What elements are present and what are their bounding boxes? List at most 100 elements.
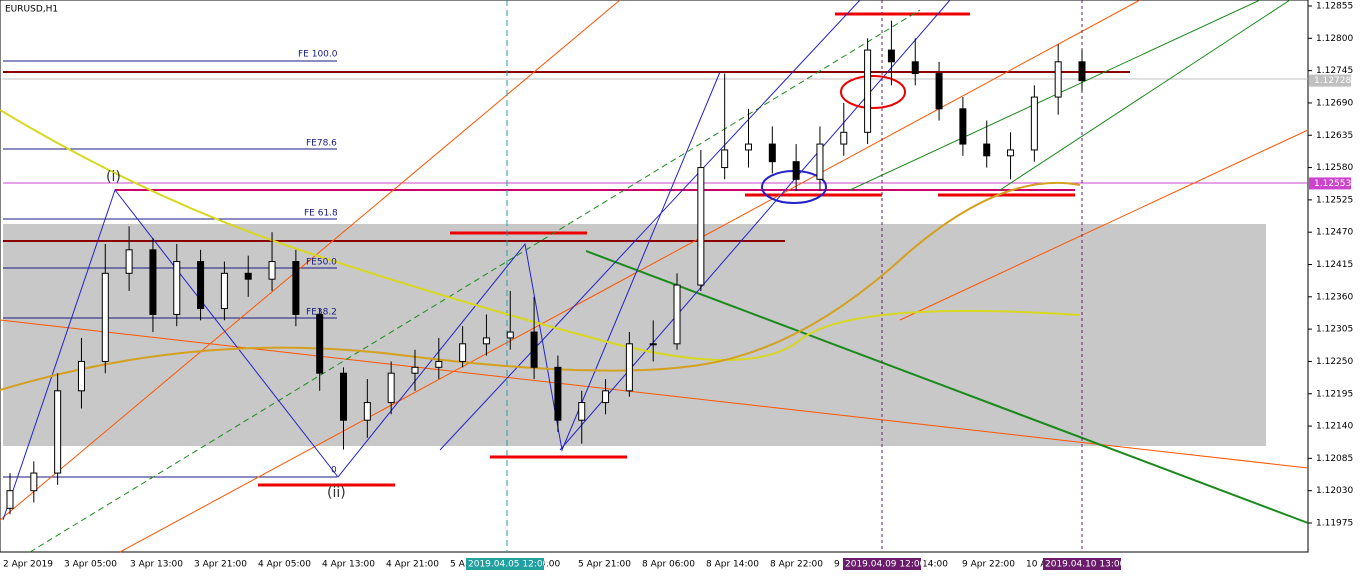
- candle-body: [340, 372, 348, 421]
- candle-body: [840, 131, 848, 145]
- candle-body: [30, 472, 38, 492]
- candle-body: [101, 272, 109, 362]
- time-tag-label: 2019.04.10 13:00: [1045, 560, 1126, 570]
- price-tag: [1309, 177, 1351, 190]
- candle-body: [459, 343, 467, 362]
- candle-body: [673, 284, 681, 345]
- price-tag: [1309, 74, 1351, 87]
- candle-body: [220, 272, 228, 310]
- candle-body: [602, 390, 610, 404]
- candle-body: [959, 108, 967, 145]
- candle-body: [744, 143, 752, 151]
- candle-body: [6, 490, 14, 509]
- price-tag-label: 1.12728: [1314, 76, 1351, 86]
- y-tick-label: 1.12250: [1316, 357, 1353, 367]
- candle-body: [244, 272, 252, 280]
- wave-label: (i): [106, 169, 121, 185]
- x-tick-label: 8 Apr 06:00: [642, 560, 695, 570]
- x-tick-label: 10 A: [1026, 560, 1047, 570]
- fib-label: FE78.6: [306, 139, 337, 149]
- y-tick-label: 1.12305: [1316, 325, 1353, 335]
- y-tick-label: 1.12470: [1316, 228, 1353, 238]
- x-tick-label: 4 Apr 13:00: [322, 560, 375, 570]
- candle-body: [887, 49, 895, 63]
- candle-body: [435, 360, 443, 368]
- y-tick-label: 1.12415: [1316, 260, 1353, 270]
- x-tick-label: 4 Apr 21:00: [386, 560, 439, 570]
- y-tick-label: 1.12745: [1316, 66, 1353, 76]
- fib-label: FE50.0: [306, 258, 337, 268]
- candle-body: [387, 372, 395, 404]
- x-tick-label: 4 Apr 05:00: [258, 560, 311, 570]
- time-tag: [1043, 558, 1121, 570]
- candle-body: [1054, 61, 1062, 98]
- candle-body: [411, 366, 419, 374]
- x-tick-label: 8 Apr 14:00: [706, 560, 759, 570]
- x-tick-label: 5 Apr 21:00: [578, 560, 631, 570]
- x-tick-label: 3 Apr 05:00: [64, 560, 117, 570]
- candle-body: [768, 143, 776, 163]
- candle-body: [530, 331, 538, 368]
- x-tick-label: 8 Apr 22:00: [770, 560, 823, 570]
- candle-body: [816, 143, 824, 180]
- candle-body: [54, 390, 62, 474]
- drawings: [0, 0, 1309, 553]
- candle-body: [506, 331, 514, 339]
- time-tag: [843, 558, 921, 570]
- time-tag-label: 2019.04.09 12:00: [845, 560, 926, 570]
- y-tick-label: 1.12635: [1316, 131, 1353, 141]
- candle-body: [125, 249, 133, 274]
- candle-body: [911, 61, 919, 75]
- x-tick-label: 14:00: [922, 560, 948, 570]
- y-tick-label: 1.12690: [1316, 98, 1353, 108]
- time-tag: [466, 558, 544, 570]
- candle-body: [363, 402, 371, 421]
- y-tick-label: 1.12855: [1316, 2, 1353, 12]
- candle-body: [1007, 149, 1015, 157]
- candle-body: [792, 161, 800, 180]
- time-tag-label: 2019.04.05 12:00: [468, 560, 549, 570]
- y-tick-label: 1.12580: [1316, 163, 1353, 173]
- chart-title: EURUSD,H1: [5, 5, 58, 15]
- candle-body: [554, 366, 562, 421]
- fib-label: FE 61.8: [304, 209, 338, 219]
- candle-body: [292, 261, 300, 315]
- x-tick-label: 5 A: [450, 560, 466, 570]
- candle-body: [197, 261, 205, 310]
- candle-body: [625, 343, 633, 392]
- candle-body: [864, 49, 872, 133]
- candle-body: [482, 337, 490, 345]
- y-tick-label: 1.12195: [1316, 389, 1353, 399]
- candle-body: [721, 149, 729, 169]
- y-tick-label: 1.12360: [1316, 292, 1353, 302]
- x-tick-label: 3 Apr 21:00: [194, 560, 247, 570]
- zone: [3, 224, 1266, 446]
- candle-body: [149, 249, 157, 315]
- candle-body: [649, 343, 657, 346]
- y-tick-label: 1.12140: [1316, 422, 1353, 432]
- candle-body: [983, 143, 991, 157]
- candle-body: [173, 261, 181, 315]
- x-tick-label: 2 Apr 2019: [3, 560, 53, 570]
- candle-body: [316, 313, 324, 374]
- candle-body: [697, 167, 705, 286]
- price-tag-label: 1.12553: [1314, 179, 1351, 189]
- x-tick-label: 3:00: [540, 560, 560, 570]
- y-tick-label: 1.12800: [1316, 34, 1353, 44]
- y-tick-label: 1.12030: [1316, 486, 1353, 496]
- y-tick-label: 1.11975: [1316, 519, 1353, 529]
- x-tick-label: 9: [834, 560, 840, 570]
- fib-label: FE 100.0: [298, 50, 338, 60]
- candle-body: [1078, 61, 1086, 82]
- candle-body: [578, 402, 586, 421]
- candle-body: [77, 360, 85, 392]
- fib-label: 0: [331, 466, 337, 476]
- fib-label: FE38.2: [306, 308, 337, 318]
- y-tick-label: 1.12525: [1316, 195, 1353, 205]
- candle-body: [1030, 96, 1038, 151]
- candle-body: [268, 261, 276, 280]
- y-tick-label: 1.12085: [1316, 454, 1353, 464]
- x-tick-label: 3 Apr 13:00: [130, 560, 183, 570]
- wave-label: (ii): [327, 485, 346, 501]
